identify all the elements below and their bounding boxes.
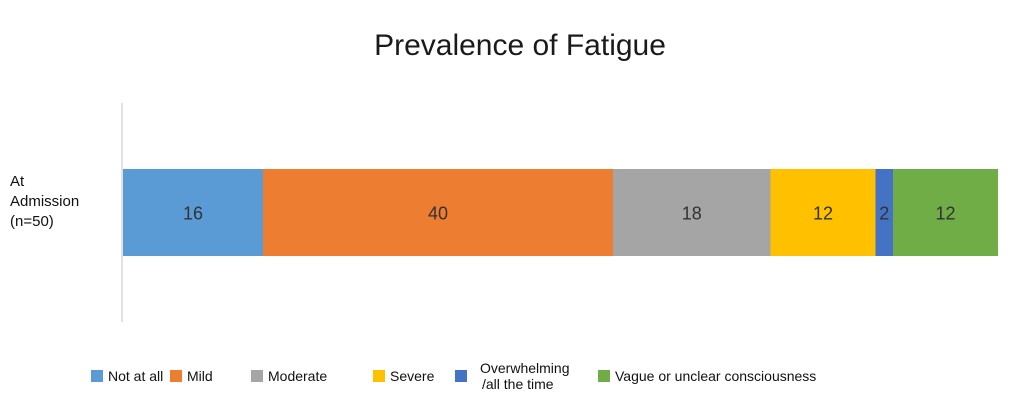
legend-swatch xyxy=(170,370,182,382)
category-label-line: (n=50) xyxy=(10,213,54,230)
legend-label: Moderate xyxy=(268,368,327,384)
bar-segment xyxy=(123,169,263,256)
legend-label: Severe xyxy=(390,368,435,384)
bar-segment xyxy=(893,169,998,256)
bar-segment xyxy=(875,169,893,256)
data-label: 18 xyxy=(682,204,702,224)
chart-title: Prevalence of Fatigue xyxy=(374,29,666,62)
legend-swatch xyxy=(598,370,610,382)
category-label-line: At xyxy=(10,173,25,190)
legend-swatch xyxy=(91,370,103,382)
legend-swatch xyxy=(251,370,263,382)
legend-swatch xyxy=(455,370,467,382)
data-label: 12 xyxy=(935,204,955,224)
bar-group: 16 40 18 12 2 12 xyxy=(123,169,998,256)
bar-segment xyxy=(613,169,771,256)
legend-label: Vague or unclear consciousness xyxy=(615,368,816,384)
legend-label: Not at all xyxy=(108,368,163,384)
data-label: 12 xyxy=(813,204,833,224)
data-label: 40 xyxy=(428,204,448,224)
legend-label: Overwhelming/all the time xyxy=(480,360,569,392)
data-label: 2 xyxy=(879,204,889,224)
bar-segment xyxy=(770,169,876,256)
legend-label-line: Overwhelming xyxy=(480,360,569,376)
category-label: At Admission (n=50) xyxy=(10,173,83,230)
legend: Not at all Mild Moderate Severe Overwhelming… xyxy=(91,360,816,392)
category-label-line: Admission xyxy=(10,193,79,210)
legend-swatch xyxy=(373,370,385,382)
bar-segment xyxy=(263,169,613,256)
legend-label-line: /all the time xyxy=(482,376,554,392)
data-label: 16 xyxy=(183,204,203,224)
legend-label: Mild xyxy=(187,368,213,384)
